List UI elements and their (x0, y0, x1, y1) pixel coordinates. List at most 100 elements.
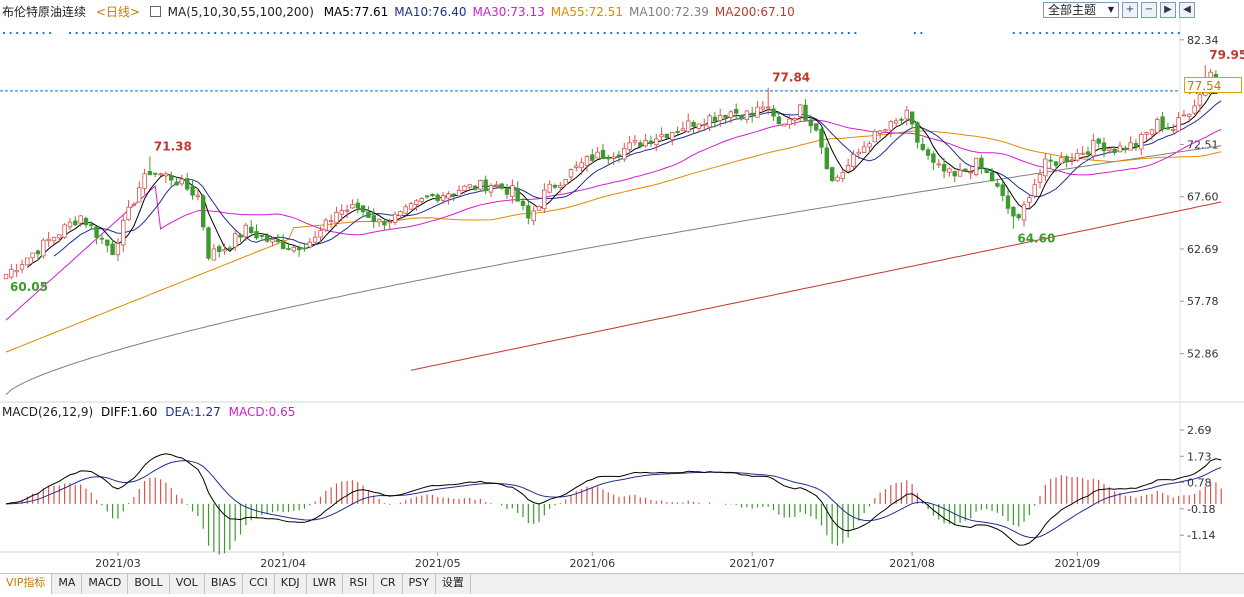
candle-body (366, 211, 371, 218)
dotted-marker (537, 31, 540, 35)
dotted-marker (352, 31, 355, 35)
candle-body (152, 172, 158, 175)
candle-body (19, 264, 25, 270)
candle-body (1053, 161, 1059, 166)
ma-value-0: MA5:77.61 (323, 5, 389, 19)
tab-6[interactable]: CCI (243, 574, 275, 594)
dotted-marker (557, 31, 560, 35)
dotted-marker (9, 31, 12, 35)
main-chart-header: 布伦特原油连续 <日线> MA(5,10,30,55,100,200) MA5:… (2, 3, 807, 19)
candle-body (510, 185, 515, 197)
dotted-marker (392, 31, 395, 35)
candle-body (798, 104, 803, 118)
candle-body (419, 198, 424, 202)
candle-body (1080, 152, 1085, 155)
candle-body (867, 143, 872, 148)
candle-body (1075, 152, 1080, 161)
candle-body (467, 184, 472, 188)
tab-2[interactable]: MACD (82, 574, 129, 594)
tab-10[interactable]: CR (374, 574, 403, 594)
tab-7[interactable]: KDJ (275, 574, 307, 594)
dotted-marker (649, 31, 652, 35)
dotted-marker (735, 31, 738, 35)
candle-body (691, 121, 696, 127)
dotted-marker (326, 31, 329, 35)
candle-body (675, 130, 680, 133)
candle-body (216, 246, 222, 253)
candle-body (168, 175, 174, 181)
theme-select[interactable]: 全部主题 ▼ (1043, 2, 1119, 18)
dotted-marker (728, 31, 732, 35)
dotted-marker (629, 31, 633, 35)
dotted-marker (854, 31, 857, 35)
candle-body (707, 115, 712, 128)
macd-diff: DIFF:1.60 (100, 405, 158, 419)
instrument-name[interactable]: 布伦特原油连续 (2, 5, 87, 19)
dotted-marker (748, 31, 751, 35)
candle-body (179, 178, 185, 185)
candle-body (840, 172, 845, 179)
dotted-marker (590, 31, 593, 35)
dotted-marker (379, 31, 382, 35)
candle-body (142, 173, 147, 189)
candle-body (1176, 117, 1181, 132)
zoom-in-button[interactable]: + (1122, 2, 1138, 18)
tab-1[interactable]: MA (52, 574, 83, 594)
candle-body (515, 187, 520, 202)
candle-body (643, 139, 648, 147)
macd-tick-label: -1.14 (1187, 529, 1215, 542)
tab-4[interactable]: VOL (170, 574, 205, 594)
candle-body (403, 206, 408, 214)
dotted-marker (814, 31, 817, 35)
tab-3[interactable]: BOLL (128, 574, 170, 594)
step-forward-button[interactable]: ▶ (1160, 2, 1176, 18)
dotted-marker (742, 31, 745, 35)
candle-body (254, 231, 259, 239)
macd-tick-label: 1.73 (1187, 450, 1212, 463)
candle-body (600, 149, 606, 160)
dotted-marker (1105, 31, 1108, 35)
candle-body (1128, 142, 1133, 151)
x-tick-label: 2021/06 (569, 557, 615, 570)
candle-body (526, 205, 531, 219)
tab-9[interactable]: RSI (343, 574, 375, 594)
dotted-marker (1085, 31, 1088, 35)
y-tick-label: 57.78 (1187, 295, 1219, 308)
candle-body (382, 221, 387, 226)
dotted-marker (1138, 31, 1141, 35)
dotted-marker (656, 31, 659, 35)
candle-body (339, 210, 344, 215)
candle-body (259, 234, 264, 237)
theme-select-label: 全部主题 (1048, 3, 1097, 17)
candle-body (734, 109, 739, 114)
dotted-marker (761, 31, 765, 35)
candle-body (46, 238, 51, 242)
current-price-tag: 77.54 (1184, 77, 1242, 93)
candle-body (275, 239, 280, 243)
candle-body (62, 224, 67, 238)
dotted-marker (1072, 31, 1075, 35)
period-label[interactable]: <日线> (95, 5, 140, 19)
candle-body (73, 220, 78, 226)
candle-body (1165, 127, 1171, 130)
candle-body (243, 224, 248, 238)
candle-body (360, 205, 366, 213)
dotted-marker (273, 31, 276, 35)
step-back-button[interactable]: ◀ (1179, 2, 1195, 18)
candle-body (1011, 206, 1016, 217)
tab-11[interactable]: PSY (403, 574, 436, 594)
dotted-marker (1032, 31, 1035, 35)
candle-body (1133, 142, 1139, 148)
indicator-tabs: VIP指标 MA MACD BOLL VOL BIAS CCI KDJ LWR RSI CR PSY 设… (0, 573, 1244, 594)
tab-5[interactable]: BIAS (205, 574, 244, 594)
candle-body (296, 247, 302, 251)
checkbox-icon[interactable] (149, 6, 161, 17)
ma-values: MA5:77.61 MA10:76.40 MA30:73.13 MA55:72.51 M… (324, 5, 801, 19)
tab-0[interactable]: VIP指标 (0, 574, 53, 594)
tab-12[interactable]: 设置 (436, 574, 471, 594)
tab-8[interactable]: LWR (307, 574, 344, 594)
zoom-out-button[interactable]: − (1141, 2, 1157, 18)
dotted-marker (82, 31, 85, 35)
dotted-marker (1052, 31, 1055, 35)
